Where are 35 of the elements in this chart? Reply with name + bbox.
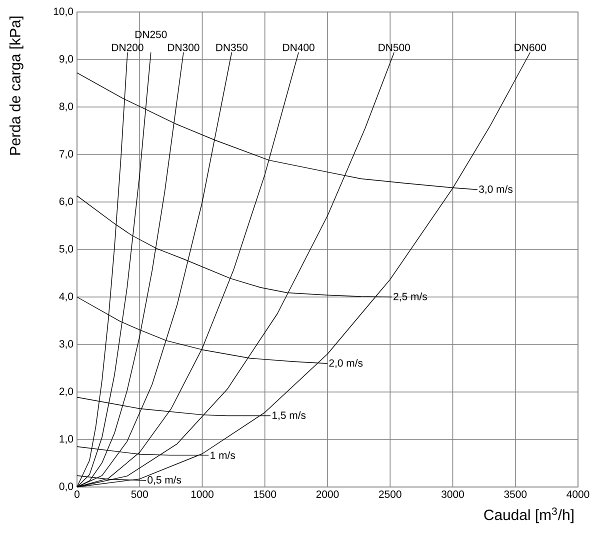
y-tick-label: 2,0 <box>59 388 74 396</box>
x-tick-label: 1500 <box>254 490 276 498</box>
x-tick-label: 1000 <box>191 490 214 498</box>
y-tick-label: 8,0 <box>59 102 74 112</box>
series-label: 1 m/s <box>210 451 236 460</box>
y-tick-label: 7,0 <box>59 150 74 159</box>
series-label: DN200 <box>112 44 144 52</box>
series-label: DN400 <box>283 44 314 52</box>
series-label: DN350 <box>216 44 248 52</box>
y-tick-label: 3,0 <box>59 340 74 349</box>
series-label: 2,5 m/s <box>394 292 427 302</box>
y-tick-label: 1,0 <box>60 435 74 444</box>
x-tick-label: 500 <box>131 490 148 498</box>
x-tick-label: 2000 <box>316 490 339 498</box>
y-tick-label: 5,0 <box>59 245 74 254</box>
y-tick-label: 9,0 <box>59 55 74 64</box>
y-tick-label: 4,0 <box>59 292 74 302</box>
x-tick-label: 3000 <box>442 490 464 498</box>
x-tick-label: 0 <box>74 490 80 498</box>
y-tick-label: 0,0 <box>59 482 74 492</box>
series-label: 0,5 m/s <box>148 476 182 485</box>
y-tick-label: 6,0 <box>59 198 74 206</box>
y-tick-label: 10,0 <box>54 8 74 16</box>
series-label: DN300 <box>168 44 200 52</box>
series-label: DN250 <box>135 30 167 38</box>
series-label: 1,5 m/s <box>272 411 306 420</box>
series-label: DN600 <box>514 44 546 52</box>
series-label: DN500 <box>378 44 410 52</box>
y-axis-title: Perda de carga [kPa] <box>9 16 24 155</box>
series-label: 3,0 m/s <box>479 185 513 194</box>
x-axis-title: Caudal [m$^{3}$/h] <box>484 508 574 524</box>
x-tick-label: 3500 <box>504 490 527 498</box>
x-tick-label: 2500 <box>379 490 402 498</box>
x-tick-label: 4000 <box>566 490 590 498</box>
series-label: 2,0 m/s <box>329 359 363 368</box>
